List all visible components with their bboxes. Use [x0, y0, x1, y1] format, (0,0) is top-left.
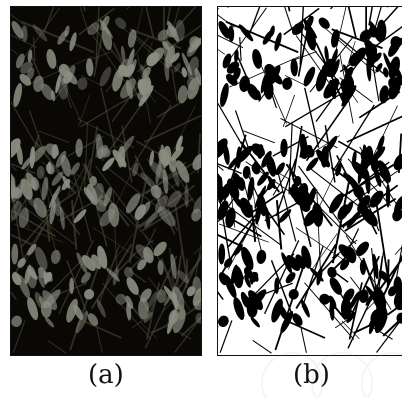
segmentation-mask-image: [218, 7, 402, 354]
watermark-logo: [261, 352, 402, 398]
panel-a-photo: [10, 6, 202, 356]
caption-a: (a): [88, 360, 124, 390]
panel-b-mask: [217, 6, 402, 356]
plant-photo-image: [11, 7, 201, 354]
caption-b: (b): [293, 360, 330, 390]
